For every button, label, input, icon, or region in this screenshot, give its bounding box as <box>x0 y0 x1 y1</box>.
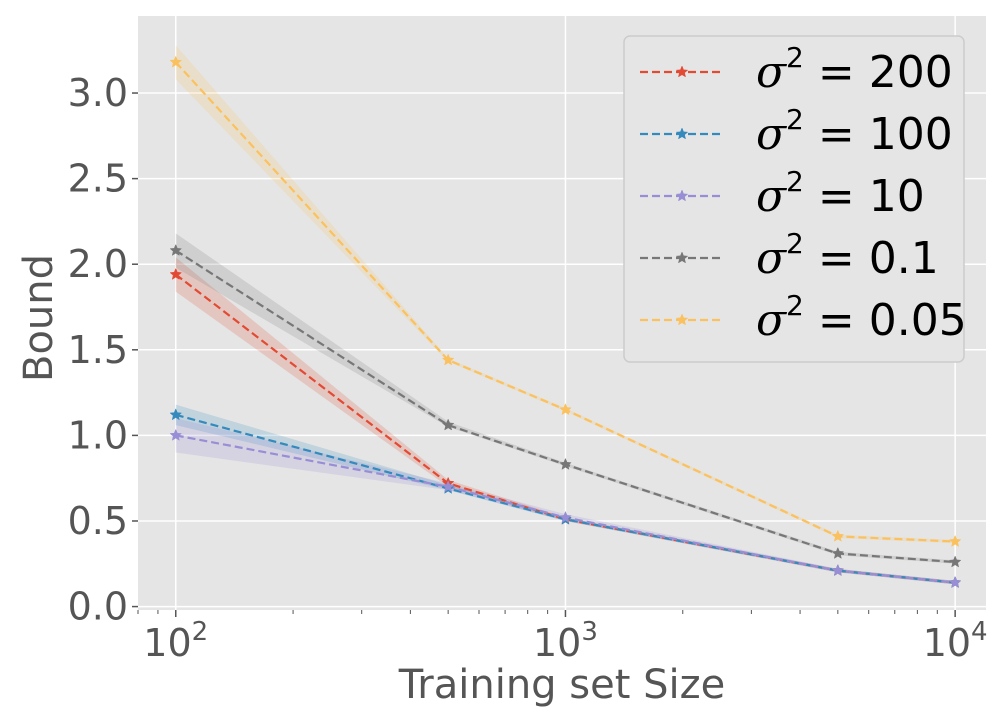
legend-marker-3 <box>675 251 689 264</box>
legend-box <box>623 35 965 363</box>
x-axis-title: Training set Size <box>398 662 726 708</box>
point-series-4 <box>831 529 845 542</box>
point-series-4 <box>559 403 572 416</box>
y-tick-label: 0.0 <box>68 585 128 629</box>
legend-marker-1 <box>675 127 689 140</box>
point-series-4 <box>169 55 183 68</box>
legend-marker-2 <box>675 189 689 202</box>
point-series-3 <box>831 546 845 559</box>
y-tick-label: 1.0 <box>68 413 128 457</box>
y-tick-label: 2.5 <box>68 157 128 201</box>
legend-label-0: σ2 = 200 <box>756 41 953 98</box>
point-series-2 <box>169 428 183 441</box>
y-axis-title: Bound <box>16 254 62 382</box>
minor-ticks <box>137 610 938 614</box>
point-series-2 <box>441 480 455 493</box>
y-tick-label: 2.0 <box>68 242 128 286</box>
series-markers <box>169 55 962 588</box>
y-axis-ticks: 0.0 0.5 1.0 1.5 2.0 2.5 3.0 <box>68 71 138 629</box>
x-tick-label: 102 <box>143 617 208 665</box>
point-series-1 <box>169 408 183 421</box>
point-series-0 <box>169 267 183 280</box>
legend-marker-0 <box>675 65 689 78</box>
legend-label-1: σ2 = 100 <box>756 103 953 160</box>
point-series-3 <box>441 418 455 431</box>
point-series-4 <box>948 534 962 547</box>
point-series-3 <box>948 555 962 568</box>
point-series-2 <box>831 563 845 577</box>
y-tick-label: 0.5 <box>68 499 128 543</box>
legend-marker-4 <box>675 313 689 326</box>
point-series-3 <box>559 457 572 470</box>
legend-label-3: σ2 = 0.1 <box>756 227 939 284</box>
x-tick-label: 104 <box>923 617 988 665</box>
x-tick-label: 103 <box>533 617 598 665</box>
y-tick-label: 1.5 <box>68 328 128 372</box>
legend-label-2: σ2 = 10 <box>756 165 925 222</box>
point-series-2 <box>559 510 572 523</box>
legend-label-4: σ2 = 0.05 <box>756 289 967 346</box>
point-series-4 <box>441 353 455 366</box>
y-tick-label: 3.0 <box>68 71 128 115</box>
point-series-3 <box>169 243 183 256</box>
x-axis-ticks: 102 103 104 <box>143 610 988 665</box>
point-series-2 <box>948 575 962 588</box>
